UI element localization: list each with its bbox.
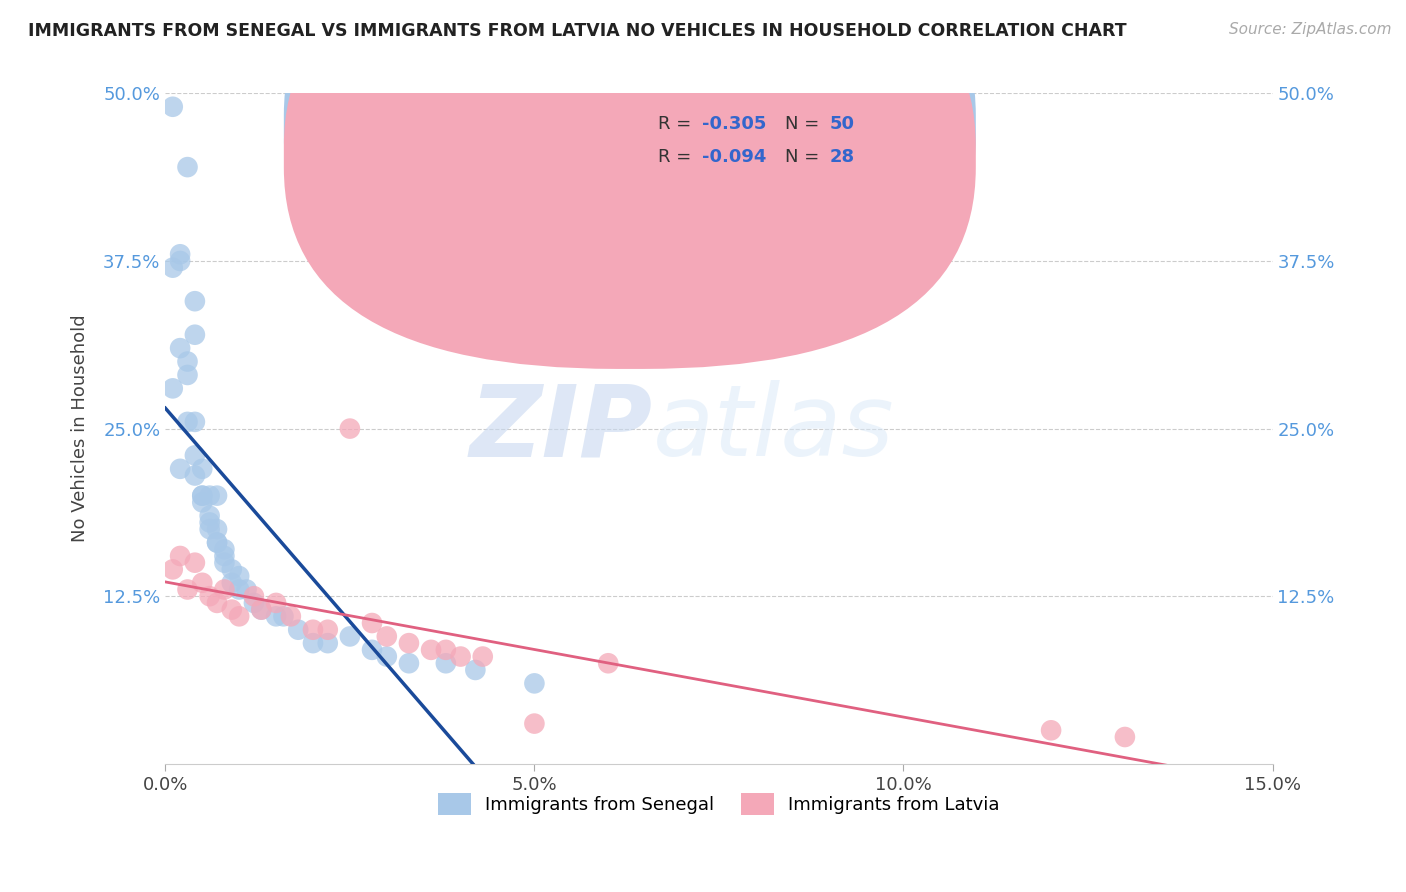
Point xyxy=(221,575,243,590)
Point xyxy=(169,254,191,268)
Point xyxy=(176,160,198,174)
Text: N =: N = xyxy=(786,148,825,166)
Point xyxy=(176,415,198,429)
Point xyxy=(287,623,309,637)
Text: R =: R = xyxy=(658,148,697,166)
FancyBboxPatch shape xyxy=(598,96,880,180)
Point xyxy=(205,596,228,610)
Point xyxy=(450,649,472,664)
Point xyxy=(184,468,207,483)
Point xyxy=(191,575,214,590)
Text: 28: 28 xyxy=(830,148,855,166)
Point xyxy=(316,636,339,650)
Point xyxy=(339,421,361,435)
Point xyxy=(221,602,243,616)
Point xyxy=(169,549,191,563)
Point xyxy=(228,569,250,583)
Point xyxy=(205,535,228,549)
Point xyxy=(1040,723,1063,738)
Point xyxy=(205,522,228,536)
Text: N =: N = xyxy=(786,114,825,133)
Text: -0.305: -0.305 xyxy=(703,114,766,133)
Point xyxy=(184,294,207,309)
FancyBboxPatch shape xyxy=(284,0,976,338)
Point xyxy=(302,623,325,637)
Point xyxy=(191,489,214,503)
Text: 50: 50 xyxy=(830,114,855,133)
Point xyxy=(169,462,191,476)
Point xyxy=(184,327,207,342)
Point xyxy=(243,589,266,603)
Point xyxy=(398,657,420,671)
Point xyxy=(205,535,228,549)
Text: Source: ZipAtlas.com: Source: ZipAtlas.com xyxy=(1229,22,1392,37)
Point xyxy=(302,636,325,650)
Point xyxy=(214,556,236,570)
Legend: Immigrants from Senegal, Immigrants from Latvia: Immigrants from Senegal, Immigrants from… xyxy=(430,785,1007,822)
Point xyxy=(162,562,184,576)
Point xyxy=(162,100,184,114)
Point xyxy=(434,643,457,657)
Text: IMMIGRANTS FROM SENEGAL VS IMMIGRANTS FROM LATVIA NO VEHICLES IN HOUSEHOLD CORRE: IMMIGRANTS FROM SENEGAL VS IMMIGRANTS FR… xyxy=(28,22,1126,40)
Point xyxy=(214,582,236,597)
Point xyxy=(184,415,207,429)
Point xyxy=(221,562,243,576)
Point xyxy=(398,636,420,650)
Point xyxy=(184,556,207,570)
Point xyxy=(375,649,398,664)
Point xyxy=(176,582,198,597)
Point xyxy=(523,716,546,731)
Point xyxy=(205,489,228,503)
Point xyxy=(184,449,207,463)
Point xyxy=(198,589,221,603)
Point xyxy=(375,629,398,643)
Point xyxy=(264,609,287,624)
Point xyxy=(273,609,295,624)
Point xyxy=(162,260,184,275)
Point xyxy=(235,582,257,597)
Point xyxy=(361,615,384,630)
Point xyxy=(471,649,494,664)
Point xyxy=(198,516,221,530)
Point xyxy=(250,602,273,616)
Point xyxy=(228,582,250,597)
Point xyxy=(169,247,191,261)
Point xyxy=(420,643,443,657)
Text: R =: R = xyxy=(658,114,697,133)
Point xyxy=(243,596,266,610)
Point xyxy=(191,495,214,509)
Point xyxy=(176,354,198,368)
Point xyxy=(464,663,486,677)
Point xyxy=(250,602,273,616)
Point xyxy=(169,341,191,355)
Point xyxy=(434,657,457,671)
Y-axis label: No Vehicles in Household: No Vehicles in Household xyxy=(72,315,89,542)
Text: atlas: atlas xyxy=(652,380,894,477)
Point xyxy=(191,489,214,503)
Point xyxy=(198,489,221,503)
Point xyxy=(1114,730,1136,744)
Point xyxy=(176,368,198,382)
Text: -0.094: -0.094 xyxy=(703,148,766,166)
Point xyxy=(162,381,184,395)
Point xyxy=(198,508,221,523)
Point xyxy=(339,629,361,643)
Point xyxy=(191,462,214,476)
Point xyxy=(228,609,250,624)
Point xyxy=(214,542,236,557)
Text: ZIP: ZIP xyxy=(470,380,652,477)
Point xyxy=(214,549,236,563)
Point xyxy=(316,623,339,637)
Point xyxy=(198,522,221,536)
FancyBboxPatch shape xyxy=(284,0,976,369)
Point xyxy=(523,676,546,690)
Point xyxy=(361,643,384,657)
Point xyxy=(598,657,620,671)
Point xyxy=(264,596,287,610)
Point xyxy=(280,609,302,624)
